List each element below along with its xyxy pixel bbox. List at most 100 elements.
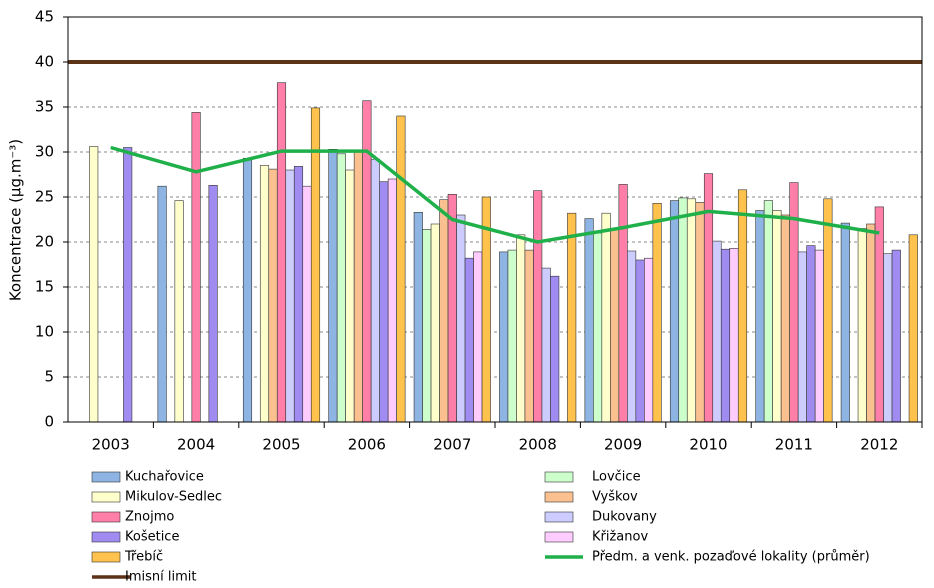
y-tick-label: 35 xyxy=(35,98,54,116)
legend-label: Předm. a venk. pozaďové lokality (průměr… xyxy=(592,550,870,565)
bar xyxy=(447,194,457,423)
bar xyxy=(396,115,406,423)
bar xyxy=(627,250,637,423)
bar xyxy=(635,259,645,423)
bar xyxy=(430,223,440,423)
y-tick-label: 30 xyxy=(35,143,54,161)
legend-label: Třebíč xyxy=(124,550,163,565)
legend-label: Dukovany xyxy=(592,510,657,525)
bar xyxy=(413,212,423,423)
bar xyxy=(729,248,739,423)
bar xyxy=(618,184,628,423)
bar xyxy=(550,275,560,423)
bar xyxy=(328,149,338,423)
legend-label: Vyškov xyxy=(592,490,638,505)
x-tick-label: 2006 xyxy=(348,436,386,454)
legend-label: Košetice xyxy=(125,530,179,545)
legend-swatch xyxy=(91,491,121,503)
bar xyxy=(157,185,167,423)
bar xyxy=(345,169,355,423)
bar xyxy=(883,253,893,423)
bar xyxy=(737,189,748,423)
bar xyxy=(387,178,397,423)
bar xyxy=(866,223,876,423)
bar xyxy=(533,190,543,423)
bar xyxy=(695,202,705,423)
legend-swatch xyxy=(544,511,574,523)
y-tick-label: 10 xyxy=(35,323,54,341)
bar xyxy=(823,198,833,423)
x-tick-label: 2003 xyxy=(92,436,130,454)
x-tick-label: 2007 xyxy=(433,436,471,454)
bar xyxy=(644,257,654,423)
bar xyxy=(276,82,287,423)
bar xyxy=(268,168,278,423)
average-line xyxy=(110,145,880,244)
x-tick-label: 2012 xyxy=(860,436,898,454)
y-axis-label: Koncentrace (µg.m⁻³) xyxy=(7,139,25,301)
legend-swatch xyxy=(91,511,121,523)
bar xyxy=(464,257,474,423)
legend-swatch xyxy=(544,491,574,503)
bar xyxy=(302,185,312,423)
bar xyxy=(874,206,884,423)
bar xyxy=(780,214,790,423)
bar xyxy=(362,100,372,423)
legend-label: Mikulov-Sedlec xyxy=(125,490,222,505)
bar xyxy=(755,210,765,423)
legend-label: Znojmo xyxy=(125,510,174,525)
bar xyxy=(473,251,483,423)
y-tick-label: 40 xyxy=(35,53,54,71)
legend-swatch xyxy=(91,551,121,563)
bar xyxy=(507,249,517,423)
legend-swatch xyxy=(544,531,574,543)
bar xyxy=(310,107,321,423)
bar xyxy=(857,228,867,423)
y-tick-label: 45 xyxy=(35,8,54,26)
bar xyxy=(174,200,184,423)
bar xyxy=(370,158,380,423)
bar xyxy=(499,251,509,423)
bar xyxy=(763,200,773,423)
legend-swatch xyxy=(91,471,121,483)
bar xyxy=(601,212,611,423)
bar xyxy=(669,200,680,423)
bar xyxy=(191,112,201,423)
bar xyxy=(652,203,662,423)
x-tick-label: 2004 xyxy=(177,436,215,454)
bar xyxy=(891,249,901,423)
bar xyxy=(610,228,620,423)
y-tick-label: 0 xyxy=(44,413,54,431)
bar xyxy=(814,249,824,423)
bar xyxy=(686,198,697,423)
bar xyxy=(89,146,99,423)
bar xyxy=(908,234,918,423)
bar xyxy=(242,158,253,423)
bar xyxy=(285,169,295,423)
bar xyxy=(208,185,218,423)
bar xyxy=(712,240,722,423)
bar xyxy=(123,147,133,423)
bar xyxy=(720,248,731,423)
bar xyxy=(806,245,816,423)
x-tick-label: 2005 xyxy=(262,436,300,454)
bar xyxy=(772,210,782,423)
y-tick-label: 25 xyxy=(35,188,54,206)
bar xyxy=(516,234,526,423)
bar xyxy=(524,249,534,423)
bar xyxy=(259,165,270,423)
legend-label: Kuchařovice xyxy=(125,470,204,485)
bar xyxy=(336,153,346,423)
bar xyxy=(439,199,449,423)
bar xyxy=(797,251,807,423)
legend-label: Lovčice xyxy=(592,470,641,485)
y-tick-label: 5 xyxy=(44,368,54,386)
x-tick-label: 2008 xyxy=(519,436,557,454)
bar xyxy=(593,232,603,423)
bar xyxy=(584,218,594,423)
bar xyxy=(541,267,551,423)
bar xyxy=(353,149,363,423)
x-tick-label: 2011 xyxy=(775,436,813,454)
y-tick-label: 15 xyxy=(35,278,54,296)
